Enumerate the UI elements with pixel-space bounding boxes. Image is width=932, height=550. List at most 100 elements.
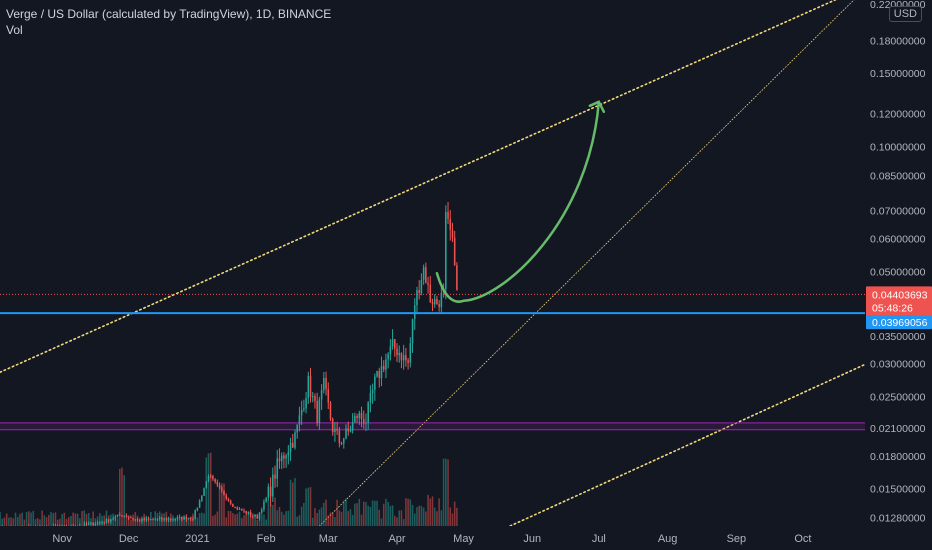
candle-body: [396, 348, 398, 356]
candle-body: [420, 279, 423, 294]
last-price-badge: [866, 286, 932, 319]
candle-body: [198, 500, 201, 508]
volume-bar: [449, 507, 452, 526]
volume-bar: [63, 512, 66, 526]
volume-bar: [354, 503, 356, 526]
volume-bar: [405, 498, 407, 526]
candle-body: [141, 518, 143, 522]
candle-body: [347, 428, 349, 432]
volume-bars: [0, 452, 458, 526]
candle-body: [114, 516, 117, 519]
candle-body: [289, 442, 292, 453]
price-tick-label: 0.08500000: [870, 171, 926, 183]
candle-body: [374, 376, 376, 390]
volume-bar: [427, 494, 429, 526]
candle-body: [320, 389, 323, 400]
volume-bar: [254, 514, 256, 526]
volume-bar: [445, 458, 447, 526]
candle-body: [331, 418, 334, 433]
arrow-curve: [435, 100, 601, 303]
price-tick-label: 0.15000000: [870, 68, 926, 80]
volume-bar: [92, 511, 94, 526]
candle-body: [311, 396, 314, 398]
candle-body: [207, 476, 210, 482]
price-tick-label: 0.06000000: [870, 234, 926, 246]
volume-bar: [12, 518, 15, 526]
candle-body: [154, 519, 157, 521]
volume-bar: [291, 482, 294, 526]
candle-body: [411, 318, 414, 344]
candle-body: [132, 518, 134, 520]
candle-body: [398, 352, 401, 356]
volume-bar: [416, 507, 418, 526]
candle-body: [369, 393, 372, 403]
volume-bar: [356, 503, 358, 526]
candle-body: [365, 422, 367, 424]
volume-bar: [294, 478, 296, 526]
symbol-title[interactable]: Verge / US Dollar (calculated by Trading…: [6, 7, 332, 21]
volume-bar: [394, 515, 396, 526]
candle-body: [307, 375, 310, 398]
candle-body: [451, 229, 454, 238]
candle-body: [303, 408, 305, 410]
price-tick-label: 0.18000000: [870, 35, 926, 47]
volume-bar: [0, 511, 1, 526]
volume-bar: [65, 518, 68, 526]
candle-body: [343, 438, 345, 444]
volume-bar: [283, 514, 285, 526]
candle-body: [360, 412, 363, 419]
candle-body: [291, 442, 294, 448]
volume-bar: [196, 517, 199, 526]
volume-bar: [398, 510, 401, 526]
volume-indicator-label[interactable]: Vol: [6, 23, 23, 37]
volume-bar: [56, 519, 59, 526]
candle-body: [216, 482, 219, 485]
candle-body: [209, 476, 212, 478]
candle-body: [130, 517, 132, 519]
volume-bar: [385, 498, 387, 526]
price-tick-label: 0.03000000: [870, 359, 926, 371]
candle-body: [238, 508, 241, 510]
candle-body: [283, 455, 285, 459]
candle-body: [170, 518, 172, 520]
candle-body: [378, 371, 381, 379]
candle-body: [143, 518, 145, 521]
volume-bar: [187, 517, 190, 526]
candle-body: [329, 402, 332, 419]
candle-body: [431, 302, 434, 305]
volume-bar: [387, 501, 389, 526]
volume-bar: [85, 513, 88, 526]
horizontal-levels: [0, 293, 865, 315]
volume-bar: [147, 518, 150, 526]
volume-bar: [374, 500, 376, 526]
volume-bar: [183, 514, 185, 526]
volume-bar: [265, 519, 267, 526]
price-tick-label: 0.05000000: [870, 266, 926, 278]
candle-body: [221, 487, 223, 491]
volume-bar: [451, 513, 454, 526]
volume-bar: [221, 483, 223, 526]
candle-body: [300, 409, 303, 416]
volume-bar: [216, 511, 219, 526]
time-tick-label: Apr: [388, 533, 405, 545]
volume-bar: [23, 519, 26, 526]
candle-body: [236, 507, 239, 510]
volume-bar: [258, 516, 261, 526]
volume-bar: [45, 517, 48, 526]
candle-body: [391, 339, 394, 347]
time-tick-label: Feb: [257, 533, 276, 545]
currency-badge[interactable]: USD: [888, 6, 922, 22]
candle-body: [278, 458, 281, 462]
candle-body: [389, 346, 392, 355]
candle-body: [178, 516, 181, 518]
candle-body: [367, 402, 369, 423]
volume-bar: [118, 468, 121, 526]
volume-bar: [438, 498, 440, 526]
price-axis[interactable]: 0.01280000 0.01500000 0.01800000 0.02100000…: [865, 0, 932, 550]
candle-body: [227, 498, 230, 501]
time-axis[interactable]: Nov Dec 2021 Feb Mar Apr May Jun Jul Aug Sep Oct: [0, 526, 932, 550]
candle-body: [349, 430, 352, 432]
volume-bar: [214, 514, 216, 526]
